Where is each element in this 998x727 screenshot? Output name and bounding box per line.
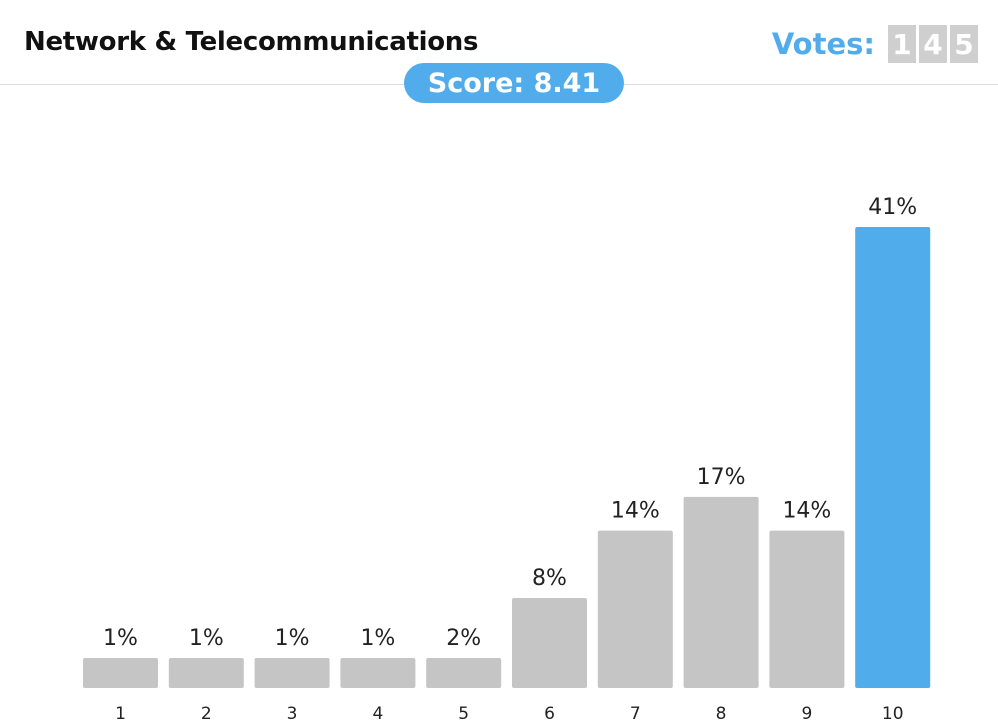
bar-value-label: 1% — [275, 626, 310, 651]
bar-8 — [683, 496, 759, 688]
bar-10 — [855, 227, 931, 688]
votes-digit: 4 — [919, 25, 947, 63]
votes-label: Votes: — [771, 27, 875, 61]
bar-value-label: 41% — [868, 195, 917, 220]
score-badge: Score: 8.41 — [404, 63, 624, 103]
bar-value-label: 1% — [189, 626, 224, 651]
bar-3 — [254, 658, 330, 688]
bar-1 — [83, 658, 158, 688]
x-tick-label: 3 — [287, 704, 298, 724]
bar-9 — [769, 530, 845, 688]
votes-counter: Votes: 1 4 5 — [772, 25, 978, 63]
bar-value-label: 8% — [532, 566, 567, 591]
x-tick-label: 9 — [801, 704, 812, 724]
chart-header: Network & Telecommunications Votes: 1 4 … — [0, 0, 998, 85]
x-tick-label: 10 — [882, 704, 904, 724]
x-tick-label: 6 — [544, 704, 555, 724]
bar-value-label: 1% — [103, 626, 138, 651]
x-tick-label: 2 — [201, 704, 212, 724]
x-tick-label: 8 — [716, 704, 727, 724]
bar-5 — [426, 658, 502, 688]
bar-value-label: 14% — [782, 499, 831, 524]
page-title: Network & Telecommunications — [24, 27, 479, 57]
x-tick-label: 1 — [115, 704, 126, 724]
bar-7 — [597, 530, 673, 688]
bar-value-label: 1% — [360, 626, 395, 651]
bar-2 — [168, 658, 244, 688]
bar-6 — [512, 598, 587, 688]
x-tick-label: 5 — [458, 704, 469, 724]
x-tick-label: 4 — [372, 704, 383, 724]
votes-digit: 5 — [950, 25, 978, 63]
votes-digit: 1 — [888, 25, 916, 63]
bar-value-label: 17% — [697, 465, 746, 490]
bar-value-label: 14% — [611, 499, 660, 524]
bar-value-label: 2% — [446, 626, 481, 651]
x-tick-label: 7 — [630, 704, 641, 724]
bar-4 — [340, 658, 416, 688]
